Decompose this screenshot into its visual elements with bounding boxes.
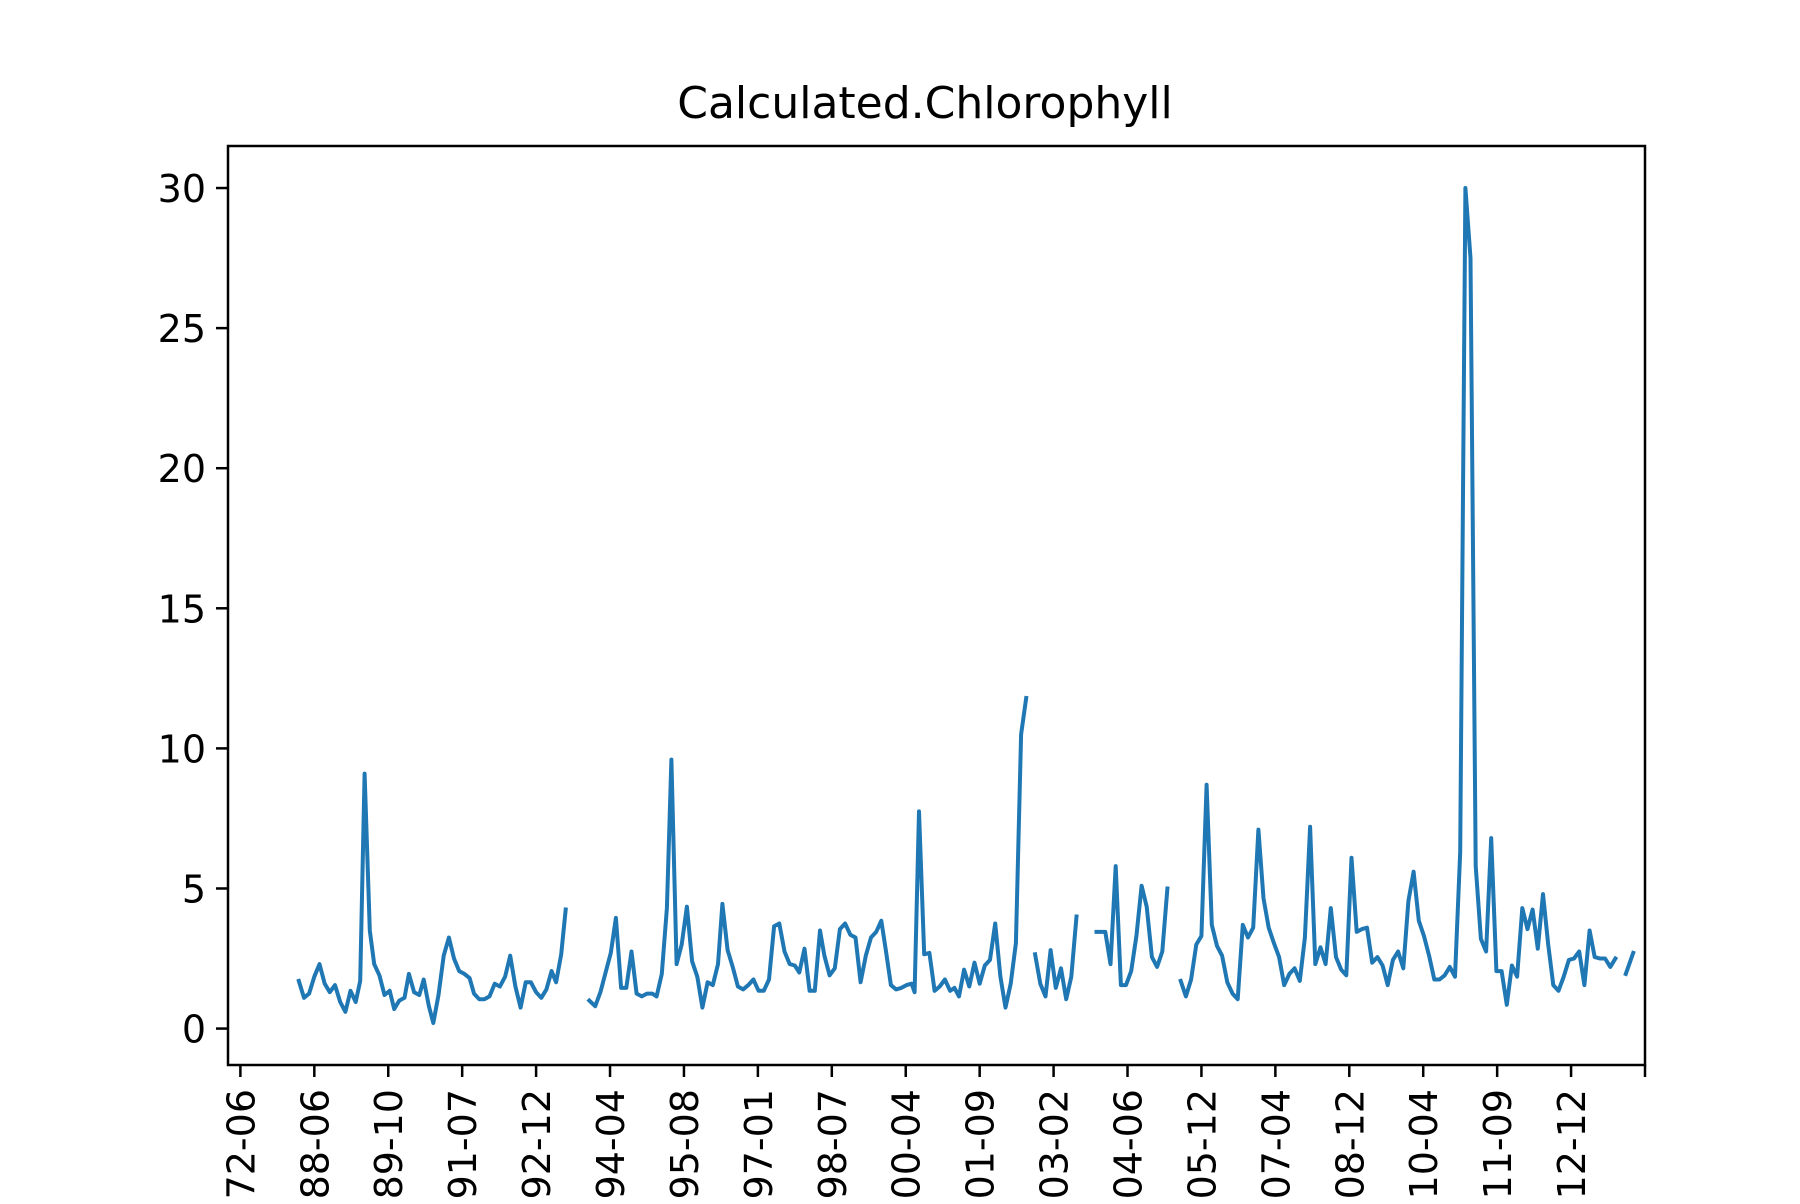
x-tick-label: 01-09	[959, 1089, 1003, 1199]
x-tick-label: 94-04	[589, 1089, 633, 1199]
plot-area	[296, 186, 1636, 1025]
x-tick-label: 88-06	[293, 1089, 337, 1199]
x-tick-label: 91-07	[441, 1089, 485, 1199]
x-tick-label: 04-06	[1107, 1089, 1151, 1199]
series-line-segment	[296, 771, 568, 1025]
series-line-segment	[1032, 914, 1079, 1002]
x-tick-label: 98-07	[811, 1089, 855, 1199]
x-tick-label: 97-01	[737, 1089, 781, 1199]
y-tick-label: 5	[182, 867, 206, 911]
y-tick-label: 15	[158, 587, 206, 631]
x-tick-label: 00-04	[885, 1089, 929, 1199]
x-tick-label: 11-09	[1476, 1089, 1520, 1199]
x-tick-label: 08-12	[1328, 1089, 1372, 1199]
x-tick-label: 92-12	[515, 1089, 559, 1199]
plot-frame	[226, 144, 1647, 1067]
y-tick-label: 20	[158, 447, 206, 491]
x-tick-label: 03-02	[1033, 1089, 1077, 1199]
x-tick-label: 95-08	[663, 1089, 707, 1199]
y-tick-label: 0	[182, 1008, 206, 1052]
chart-title: Calculated.Chlorophyll	[677, 78, 1173, 129]
x-tick-label: 12-12	[1550, 1089, 1594, 1199]
y-tick-label: 25	[158, 307, 206, 351]
series-line-segment	[586, 695, 1029, 1010]
x-tick-label: 89-10	[367, 1089, 411, 1199]
series-line-segment	[1623, 950, 1636, 977]
series-line-segment	[1094, 864, 1170, 988]
x-tick-label: 05-12	[1180, 1089, 1224, 1199]
series-line-segment	[1178, 186, 1619, 1007]
y-tick-label: 30	[158, 167, 206, 211]
y-tick-label: 10	[158, 727, 206, 771]
x-tick-label: 07-04	[1254, 1089, 1298, 1199]
y-axis: 0 5 10 15 20 25 30	[158, 167, 228, 1052]
x-axis: 72-06 88-06 89-10 91-07 92-12 94-04 95-08 97-01…	[219, 1065, 1647, 1199]
x-tick-label: 72-06	[219, 1089, 263, 1199]
x-tick-label: 10-04	[1402, 1089, 1446, 1199]
